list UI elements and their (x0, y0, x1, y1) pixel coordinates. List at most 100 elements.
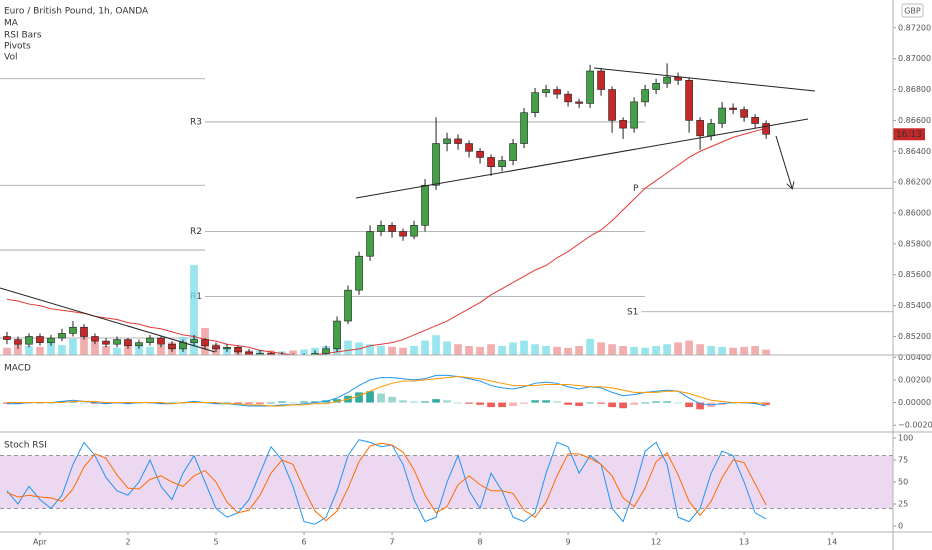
volume-bar (542, 346, 550, 355)
candle-body (212, 345, 220, 350)
candle-body (190, 339, 198, 343)
x-tick-label: 8 (478, 538, 483, 547)
volume-bar (421, 340, 429, 355)
histogram-bar (212, 402, 220, 404)
trend-line (0, 287, 216, 353)
candle-body (553, 89, 561, 95)
histogram-bar (278, 401, 286, 403)
volume-bar (597, 342, 605, 355)
histogram-bar (190, 401, 198, 403)
y-tick-label: 0.87000 (898, 54, 931, 63)
histogram-bar (465, 402, 473, 404)
y-tick-label: 0.00000 (898, 398, 931, 407)
volume-bar (443, 341, 451, 355)
histogram-bar (289, 402, 297, 404)
x-tick-label: 7 (389, 538, 394, 547)
volume-bar (718, 346, 726, 355)
pivot-label: R3 (190, 117, 202, 127)
macd-line (6, 374, 767, 407)
volume-bar (575, 346, 583, 355)
y-tick-label: 50 (898, 478, 908, 487)
y-tick-label: 0.85800 (898, 239, 931, 248)
histogram-bar (476, 402, 484, 405)
x-tick-label: 13 (739, 538, 749, 547)
arrow (775, 135, 792, 188)
volume-bar (91, 341, 99, 355)
histogram-bar (553, 401, 561, 403)
volume-bar (729, 347, 737, 355)
candle-body (113, 339, 121, 345)
volume-bar (344, 340, 352, 355)
histogram-bar (751, 402, 759, 404)
histogram-bar (124, 402, 132, 404)
candle-body (762, 123, 770, 135)
volume-bar (707, 346, 715, 355)
volume-bar (388, 346, 396, 355)
candle-body (465, 143, 473, 152)
volume-bar (190, 265, 198, 355)
volume-bar (685, 340, 693, 355)
candle-body (47, 337, 55, 343)
volume-bar (586, 338, 594, 355)
candle-body (377, 225, 385, 232)
y-tick-label: 0.86800 (898, 85, 931, 94)
candle-body (630, 101, 638, 129)
volume-bar (608, 344, 616, 355)
histogram-bar (91, 402, 99, 404)
currency-button[interactable] (901, 3, 924, 18)
histogram-bar (377, 393, 385, 403)
histogram-bar (399, 400, 407, 403)
candle-body (91, 336, 99, 342)
histogram-bar (597, 402, 605, 404)
volume-bar (113, 347, 121, 355)
histogram-bar (542, 400, 550, 403)
candle-body (707, 123, 715, 137)
candle-body (388, 225, 396, 232)
histogram-bar (421, 401, 429, 403)
candle-body (696, 120, 704, 137)
histogram-bar (619, 402, 627, 409)
x-tick-label: Apr (33, 538, 48, 547)
volume-bar (454, 344, 462, 355)
volume-bar (498, 346, 506, 355)
histogram-bar (355, 392, 363, 403)
candle-body (608, 89, 616, 121)
x-tick-label: 12 (651, 538, 661, 547)
volume-bar (289, 350, 297, 355)
candle-body (36, 336, 44, 343)
y-tick-label: 0.00200 (898, 375, 931, 384)
histogram-bar (234, 402, 242, 404)
currency-label[interactable]: GBP (904, 7, 921, 16)
histogram-bar (333, 399, 341, 403)
y-tick-label: 0 (898, 522, 903, 531)
candle-body (751, 117, 759, 124)
price-pane: R3R2R1PS1 (0, 63, 893, 355)
histogram-bar (267, 402, 275, 404)
y-tick-label: 0.86000 (898, 209, 931, 218)
histogram-bar (498, 402, 506, 408)
volume-bar (47, 342, 55, 355)
histogram-bar (630, 402, 638, 405)
x-tick-label: 14 (827, 538, 837, 547)
histogram-bar (696, 402, 704, 410)
y-tick-label: 0.00400 (898, 353, 931, 362)
volume-bar (146, 346, 154, 355)
volume-bar (465, 346, 473, 355)
volume-bar (102, 346, 110, 355)
candle-body (432, 143, 440, 186)
volume-bar (663, 344, 671, 355)
volume-bar (377, 346, 385, 355)
volume-bar (135, 344, 143, 355)
candle-body (355, 255, 363, 291)
candle-body (520, 112, 528, 144)
macd-line (6, 376, 767, 407)
volume-bar (432, 335, 440, 355)
volume-bar (520, 340, 528, 355)
volume-bar (399, 347, 407, 355)
histogram-bar (509, 402, 517, 406)
candle-body (58, 333, 66, 339)
candle-body (663, 76, 671, 84)
candle-body (223, 346, 231, 350)
